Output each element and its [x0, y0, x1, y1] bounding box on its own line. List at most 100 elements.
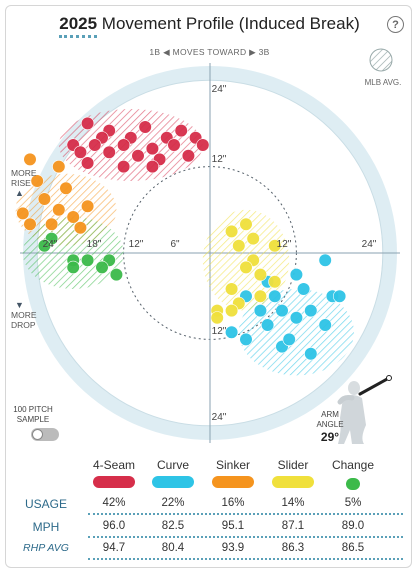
point-curve-10 — [289, 311, 304, 325]
point-4-seam-11 — [145, 142, 159, 156]
mlb-avg-legend-label: MLB AVG. — [364, 78, 402, 87]
point-sinker-11 — [73, 221, 87, 235]
mlb-avg-4-seam-area — [58, 109, 203, 181]
mlb-avg-curve-area — [238, 289, 354, 376]
point-sinker-9 — [23, 217, 37, 231]
more-rise-line-2: RISE — [11, 178, 31, 188]
title-text: Movement Profile (Induced Break) — [101, 14, 360, 33]
up-arrow-icon: ▲ — [15, 188, 24, 198]
y-tick-label: 12" — [212, 154, 227, 165]
direction-indicator: 1B ◀ MOVES TOWARD ▶ 3B — [0, 47, 419, 58]
pitcher-figure-icon — [337, 375, 392, 444]
y-tick-label: 24" — [212, 84, 227, 95]
row-divider — [88, 558, 403, 560]
cell-1-1: 82.5 — [161, 520, 185, 532]
point-curve-7 — [304, 304, 318, 318]
right-arrow-icon: ▶ — [249, 47, 256, 57]
point-sinker-7 — [16, 206, 30, 220]
row-label-mph: MPH — [32, 520, 60, 534]
point-slider-8 — [268, 275, 282, 289]
point-4-seam-16 — [131, 149, 145, 163]
pitch-color-pill-slider — [272, 476, 314, 488]
help-icon[interactable]: ? — [387, 16, 404, 33]
more-drop-line-1: MORE — [11, 310, 37, 320]
x-tick-label: 6" — [170, 239, 180, 250]
more-drop-line-2: DROP — [11, 320, 36, 330]
point-sinker-3 — [59, 181, 73, 195]
point-slider-1 — [225, 224, 239, 238]
point-curve-9 — [253, 304, 267, 318]
sample-toggle[interactable] — [31, 428, 59, 441]
point-slider-4 — [268, 239, 282, 253]
point-change-4 — [66, 260, 80, 275]
point-slider-2 — [246, 232, 260, 246]
more-drop-label: ▼ MORE DROP — [11, 300, 37, 330]
point-change-7 — [109, 268, 123, 282]
row-label-usage: USAGE — [24, 497, 67, 511]
pitch-name-sinker: Sinker — [215, 458, 250, 472]
point-curve-12 — [261, 318, 275, 332]
pitch-color-pill-4-seam — [93, 476, 135, 488]
row-label-rhp-avg: RHP AVG — [23, 542, 69, 554]
point-curve-11 — [318, 318, 332, 332]
point-slider-14 — [210, 311, 224, 325]
sample-label-line-2: SAMPLE — [16, 415, 50, 424]
point-sinker-4 — [37, 192, 52, 206]
cell-0-1: 22% — [161, 497, 185, 509]
toggle-knob — [32, 429, 43, 440]
direction-right-label: 3B — [258, 47, 270, 57]
cell-0-2: 16% — [221, 497, 245, 509]
point-4-seam-20 — [116, 160, 131, 174]
point-sinker-10 — [44, 217, 59, 231]
point-4-seam-2 — [138, 120, 152, 134]
left-arrow-icon: ◀ — [163, 47, 170, 57]
arm-angle-line-1: ARM — [321, 410, 339, 419]
point-4-seam-9 — [88, 138, 102, 152]
cell-0-3: 14% — [281, 497, 305, 509]
point-4-seam-21 — [145, 160, 159, 174]
point-4-seam-0 — [80, 116, 95, 130]
x-tick-label: 24" — [43, 239, 58, 250]
point-slider-7 — [253, 268, 267, 282]
point-curve-4 — [268, 289, 282, 303]
point-sinker-1 — [52, 160, 66, 174]
cell-2-3: 86.3 — [281, 542, 305, 554]
point-curve-1 — [289, 268, 304, 282]
year-selector[interactable]: 2025 — [59, 14, 98, 38]
point-slider-0 — [239, 217, 253, 231]
point-curve-16 — [304, 347, 318, 361]
point-slider-6 — [239, 260, 253, 275]
point-curve-14 — [239, 332, 253, 347]
cell-0-0: 42% — [102, 497, 126, 509]
point-change-1 — [37, 239, 52, 253]
point-curve-17 — [333, 289, 347, 303]
down-arrow-icon: ▼ — [15, 300, 24, 310]
row-divider — [88, 513, 403, 515]
point-slider-3 — [232, 239, 246, 253]
arm-angle-label: ARM ANGLE — [310, 410, 350, 430]
point-curve-0 — [318, 253, 332, 267]
more-rise-label: MORE RISE ▲ — [11, 168, 37, 198]
arm-angle-value: 29° — [320, 430, 340, 444]
y-tick-label: 24" — [212, 412, 227, 423]
point-4-seam-12 — [167, 138, 181, 152]
cell-2-2: 93.9 — [221, 542, 245, 554]
point-sinker-8 — [66, 210, 80, 224]
arm-angle-line-2: ANGLE — [316, 420, 344, 429]
x-tick-label: 18" — [87, 239, 102, 250]
pitch-name-slider: Slider — [277, 458, 309, 472]
cell-0-4: 5% — [344, 497, 362, 509]
y-tick-label: 12" — [212, 326, 227, 337]
pitch-name-4-seam: 4-Seam — [92, 458, 136, 472]
cell-2-1: 80.4 — [161, 542, 185, 554]
point-4-seam-18 — [181, 149, 195, 163]
point-curve-13 — [225, 325, 239, 339]
cell-1-3: 87.1 — [281, 520, 305, 532]
x-tick-label: 12" — [129, 239, 144, 250]
pitch-color-pill-curve — [152, 476, 194, 488]
point-slider-10 — [253, 289, 267, 303]
mlb-avg-change-area — [22, 217, 124, 289]
point-curve-3 — [297, 282, 311, 296]
point-sinker-0 — [23, 152, 37, 166]
